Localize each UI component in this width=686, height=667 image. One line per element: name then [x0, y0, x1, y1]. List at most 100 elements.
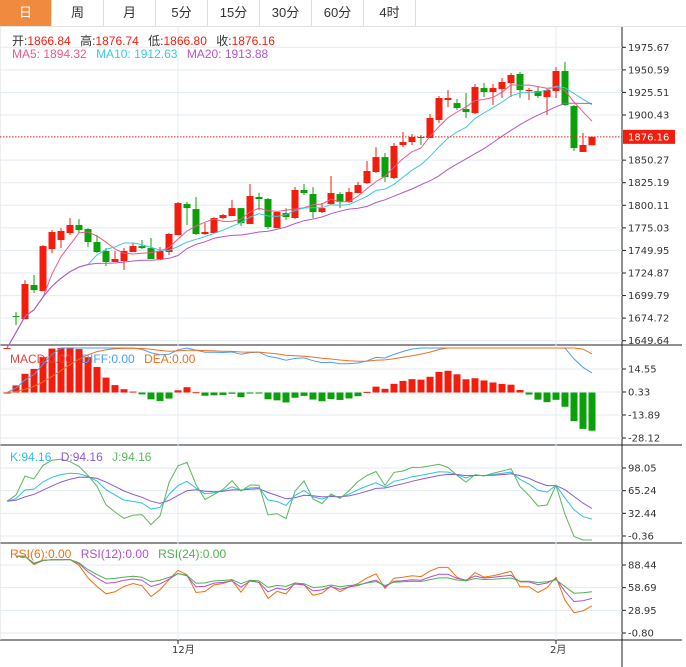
price-tick-label: 1699.79	[628, 291, 669, 302]
price-tick-label: 1975.67	[628, 43, 669, 54]
tab-15min[interactable]: 15分	[208, 0, 260, 26]
candle-up	[372, 157, 380, 173]
d-line	[6, 473, 593, 509]
candle-up	[39, 246, 47, 292]
macd-bar	[309, 392, 317, 400]
last-price-badge	[623, 129, 675, 144]
candle-up	[21, 284, 29, 320]
rsi-tick-label: 88.44	[628, 561, 657, 572]
macd-bar	[66, 348, 74, 393]
macd-bar	[3, 392, 11, 394]
tab-4hour[interactable]: 4时	[364, 0, 416, 26]
macd-bar	[336, 392, 344, 400]
macd-bar	[435, 371, 443, 393]
tab-60min[interactable]: 60分	[312, 0, 364, 26]
tab-30min[interactable]: 30分	[260, 0, 312, 26]
macd-bar	[21, 373, 29, 393]
macd-bar	[390, 383, 398, 393]
price-tick-label: 1850.27	[628, 156, 669, 167]
dea-line	[6, 347, 593, 393]
candle-down	[102, 251, 110, 262]
macd-tick-label: -28.12	[628, 434, 660, 445]
macd-bar	[471, 378, 479, 393]
candle-up	[390, 145, 398, 179]
dea-value: DEA:0.00	[144, 352, 196, 366]
price-tick-label: 1674.72	[628, 314, 669, 325]
macd-bar	[372, 386, 380, 393]
high-value: 1876.74	[95, 34, 139, 48]
macd-tick-label: -13.89	[628, 410, 660, 421]
macd-bar	[354, 392, 362, 397]
period-tabs: 日 周 月 5分 15分 30分 60分 4时	[0, 0, 686, 27]
kdj-legend: K:94.16 D:94.16 J:94.16	[10, 450, 157, 464]
j-line	[6, 458, 592, 541]
macd-bar	[426, 376, 434, 393]
close-value: 1876.16	[231, 34, 275, 48]
high-label: 高:	[80, 34, 96, 48]
price-tick-label: 1950.59	[628, 65, 669, 76]
macd-bar	[417, 379, 425, 393]
candle-up	[399, 142, 407, 146]
kdj-tick-label: 32.44	[628, 509, 657, 520]
candle-down	[480, 88, 488, 92]
d-value: D:94.16	[60, 450, 103, 464]
tab-day[interactable]: 日	[0, 0, 52, 26]
candle-up	[489, 88, 497, 92]
candle-up	[57, 231, 65, 241]
macd-bar	[84, 357, 92, 393]
candle-up	[354, 185, 362, 194]
ma20-line	[6, 102, 592, 349]
tab-week[interactable]: 周	[52, 0, 104, 26]
candle-down	[84, 229, 92, 243]
candle-down	[300, 189, 308, 194]
candle-up	[129, 246, 137, 253]
close-label: 收:	[216, 34, 232, 48]
candle-up	[408, 136, 416, 143]
candle-down	[570, 106, 578, 149]
macd-bar	[228, 392, 236, 394]
macd-bar	[210, 392, 218, 396]
candle-up	[120, 251, 128, 262]
candle-down	[534, 91, 542, 97]
diff-value: DIFF:0.00	[81, 352, 135, 366]
macd-bar	[363, 391, 371, 393]
macd-bar	[30, 368, 38, 393]
candle-up	[579, 145, 587, 153]
rsi-tick-label: -0.80	[628, 629, 654, 640]
rsi12-line	[16, 555, 593, 603]
macd-bar	[318, 392, 326, 402]
candle-down	[30, 285, 38, 291]
macd-bar	[552, 392, 560, 400]
open-value: 1866.84	[27, 34, 71, 48]
macd-bar	[12, 385, 20, 393]
macd-bar	[525, 392, 533, 395]
rsi-legend: RSI(6):0.00 RSI(12):0.00 RSI(24):0.00	[10, 547, 232, 561]
ma10-line	[6, 85, 593, 349]
candle-up	[156, 251, 164, 260]
price-tick-label: 1925.51	[628, 88, 669, 99]
last-price-label: 1876.16	[628, 132, 669, 143]
macd-bar	[183, 387, 191, 393]
ma5-value: MA5: 1894.32	[12, 47, 87, 61]
tab-month[interactable]: 月	[104, 0, 156, 26]
macd-bar	[138, 392, 146, 395]
candle-up	[588, 136, 596, 146]
macd-bar	[75, 349, 83, 393]
candle-up	[165, 234, 173, 253]
x-axis-label: 2月	[550, 644, 566, 656]
candle-up	[174, 203, 182, 235]
macd-bar	[444, 370, 452, 393]
macd-bar	[408, 379, 416, 393]
candle-down	[93, 242, 101, 253]
candle-up	[507, 74, 515, 83]
k-line	[6, 471, 593, 520]
macd-bar	[579, 392, 587, 429]
macd-bar	[174, 390, 182, 393]
candle-down	[192, 209, 200, 235]
macd-bar	[273, 392, 281, 401]
tab-5min[interactable]: 5分	[156, 0, 208, 26]
candle-down	[12, 316, 20, 318]
macd-bar	[201, 392, 209, 396]
macd-bar	[516, 390, 524, 393]
